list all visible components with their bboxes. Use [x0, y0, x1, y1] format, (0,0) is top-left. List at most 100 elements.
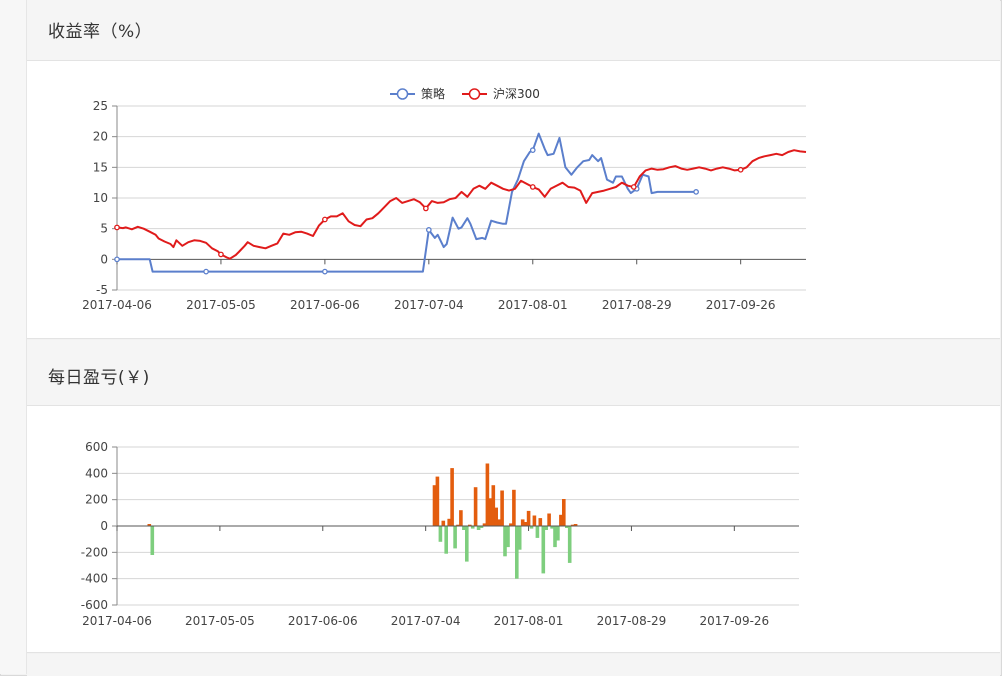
x-axis [116, 525, 799, 531]
bar [441, 520, 446, 526]
x-tick-label: 2017-09-26 [706, 298, 776, 312]
bar [479, 526, 484, 528]
x-axis [116, 259, 742, 265]
panel-header-returns: 收益率（%） [27, 0, 1000, 61]
x-axis-labels: 2017-04-06 2017-05-05 2017-06-06 2017-07-04… [82, 298, 775, 312]
bar [526, 510, 531, 526]
series-marker [218, 251, 224, 258]
y-axis-labels: -600 -400 -200 0 200 400 600 [81, 440, 108, 612]
bar [547, 513, 551, 526]
left-gutter [0, 0, 27, 674]
bar [476, 526, 481, 530]
legend-marker [468, 88, 481, 100]
bar [485, 463, 490, 526]
bar [147, 524, 152, 526]
bar [541, 526, 546, 574]
bar [488, 498, 493, 526]
bar [520, 519, 525, 526]
y-tick-label: 5 [100, 222, 108, 236]
bar [438, 526, 443, 542]
legend-label: 沪深300 [493, 87, 540, 101]
x-tick-label: 2017-06-06 [288, 614, 358, 628]
bar [538, 518, 543, 526]
bar [532, 515, 537, 526]
bar [497, 519, 501, 526]
daily-pnl-bar-chart: -600 -400 -200 0 200 400 600 2017-04-06 2017-05… [81, 440, 799, 628]
panel-header-daily-pnl: 每日盈亏(￥) [27, 340, 1000, 406]
series-marker [203, 268, 209, 275]
bar [570, 524, 575, 526]
y-tick-label: 200 [85, 493, 108, 507]
series-marker [737, 166, 744, 173]
x-tick-label: 2017-04-06 [82, 614, 152, 628]
bar [444, 526, 448, 554]
x-tick-label: 2017-04-06 [82, 298, 152, 312]
bar [535, 526, 540, 538]
series-marker [529, 184, 536, 190]
bar [459, 510, 463, 526]
bar [470, 526, 475, 529]
bar [447, 518, 451, 526]
x-tick-label: 2017-05-05 [185, 614, 255, 628]
series-line-0 [117, 132, 697, 273]
bar [509, 523, 513, 526]
bar [556, 526, 560, 541]
series-marker [425, 227, 432, 233]
bar [150, 526, 155, 555]
bar [491, 485, 496, 526]
panel-header-next [27, 654, 1000, 676]
panel-body-daily-pnl: -600 -400 -200 0 200 400 600 2017-04-06 2017-05… [27, 406, 1000, 653]
bar [500, 490, 504, 526]
series-marker [114, 256, 120, 263]
bar [567, 526, 572, 563]
bar [573, 524, 578, 526]
x-tick-label: 2017-08-29 [597, 614, 667, 628]
x-tick-label: 2017-07-04 [391, 614, 461, 628]
bar [553, 526, 557, 548]
y-tick-label: 0 [100, 519, 108, 533]
bar [435, 476, 440, 526]
bar [450, 468, 454, 526]
y-tick-label: -400 [81, 572, 108, 586]
series-marker [630, 184, 637, 190]
x-tick-label: 2017-06-06 [290, 298, 360, 312]
y-tick-label: 20 [93, 130, 108, 144]
y-tick-label: 15 [93, 160, 108, 174]
y-tick-label: 600 [85, 440, 108, 454]
bar [465, 526, 469, 562]
bar [482, 523, 487, 526]
legend-item-1[interactable]: 沪深300 [462, 87, 540, 101]
series-marker [322, 268, 328, 275]
y-tick-label: -5 [96, 283, 108, 297]
bar [506, 526, 510, 548]
y-tick-label: 400 [85, 466, 108, 480]
bar [456, 524, 460, 526]
series-marker [693, 189, 699, 195]
bar [550, 526, 554, 529]
y-grid-lines [112, 105, 806, 291]
x-tick-label: 2017-08-01 [494, 614, 564, 628]
x-tick-label: 2017-09-26 [699, 614, 769, 628]
bar [473, 487, 478, 526]
y-tick-label: -200 [81, 545, 108, 559]
bar [432, 485, 437, 526]
x-axis-labels: 2017-04-06 2017-05-05 2017-06-06 2017-07-04… [82, 614, 769, 628]
series-marker [322, 216, 328, 223]
bar [565, 526, 569, 528]
bar [503, 526, 507, 557]
panel-body-returns: -5 0 5 10 15 20 25 2017-04-06 2017-05-05 2017-06… [27, 61, 1000, 339]
bar [512, 489, 516, 526]
y-tick-label: 0 [100, 252, 108, 266]
bar [523, 522, 528, 526]
legend-item-0[interactable]: 策略 [390, 86, 445, 101]
bar [515, 526, 519, 579]
y-axis-labels: -5 0 5 10 15 20 25 [93, 99, 108, 297]
legend-label: 策略 [421, 86, 445, 101]
x-tick-label: 2017-05-05 [186, 298, 256, 312]
bar [453, 526, 457, 549]
x-tick-label: 2017-08-29 [602, 298, 672, 312]
y-tick-label: 25 [93, 99, 108, 113]
bar [517, 526, 522, 550]
legend[interactable]: 策略 沪深300 [390, 86, 540, 101]
bar [559, 514, 563, 526]
